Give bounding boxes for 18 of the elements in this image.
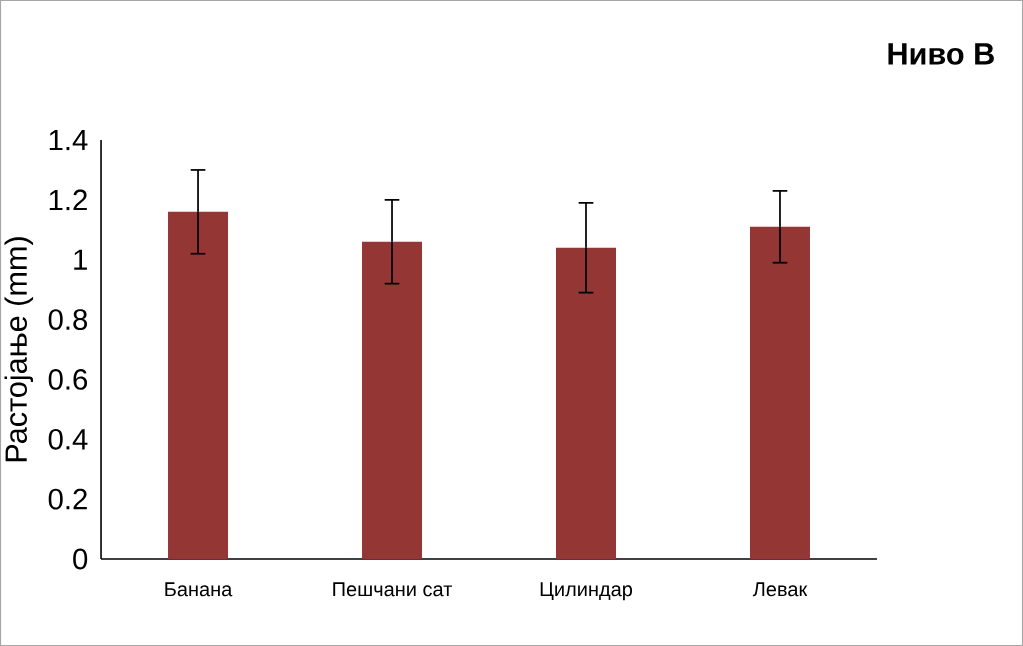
text: Ниво В (888, 43, 994, 65)
y-tick-label: 0.2 (48, 488, 87, 510)
y-axis-title: Растојање (mm) (4, 237, 34, 462)
y-tick-label: 1.4 (49, 129, 88, 151)
bar (556, 247, 616, 559)
x-tick-label: Банана (165, 582, 233, 597)
y-tick-label: 1.2 (49, 189, 87, 211)
x-tick-label: Цилиндар (540, 582, 633, 601)
x-tick-label: Левак (752, 582, 808, 597)
bar (362, 241, 423, 559)
y-tick-label: 0 (73, 548, 88, 570)
y-tick-label: 0.4 (48, 428, 88, 450)
bar (168, 211, 229, 559)
bar (749, 226, 810, 559)
y-tick-label: 0.8 (48, 309, 88, 330)
y-tick-label: 1 (74, 249, 87, 270)
y-tick-label: 0.6 (48, 369, 88, 390)
x-tick-label: Пешчани сат (333, 582, 453, 597)
